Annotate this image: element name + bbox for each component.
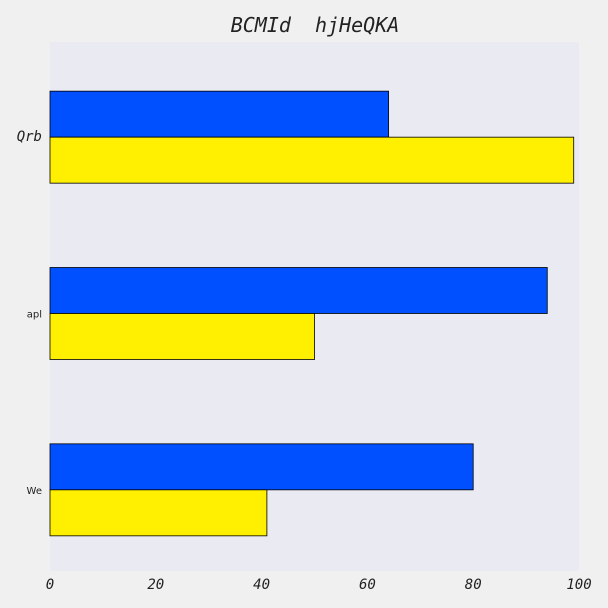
y-tick-label-apl: apl [27, 310, 42, 321]
bar-apl-series-1 [49, 313, 315, 360]
bar-apl-series-2 [49, 267, 548, 314]
x-tick-label-80: 80 [465, 577, 482, 593]
bar-qrb-series-1 [49, 136, 575, 184]
x-axis-ticks: 0 20 40 60 80 100 [46, 577, 592, 593]
x-tick-label-60: 60 [359, 577, 376, 593]
bar-qrb-series-2 [49, 90, 389, 138]
x-tick-label-40: 40 [253, 577, 270, 593]
x-tick-label-0: 0 [46, 577, 54, 593]
bars-layer [49, 90, 575, 537]
x-tick-label-20: 20 [147, 577, 164, 593]
bar-we-series-1 [49, 489, 268, 537]
y-tick-label-qrb: Qrb [17, 129, 42, 145]
chart-title: BCMId hjHeQKA [231, 13, 400, 37]
x-tick-label-100: 100 [566, 577, 591, 593]
bar-we-series-2 [49, 443, 474, 491]
y-axis-ticks: We apl Qrb [17, 129, 42, 497]
y-tick-label-we: We [27, 486, 42, 497]
